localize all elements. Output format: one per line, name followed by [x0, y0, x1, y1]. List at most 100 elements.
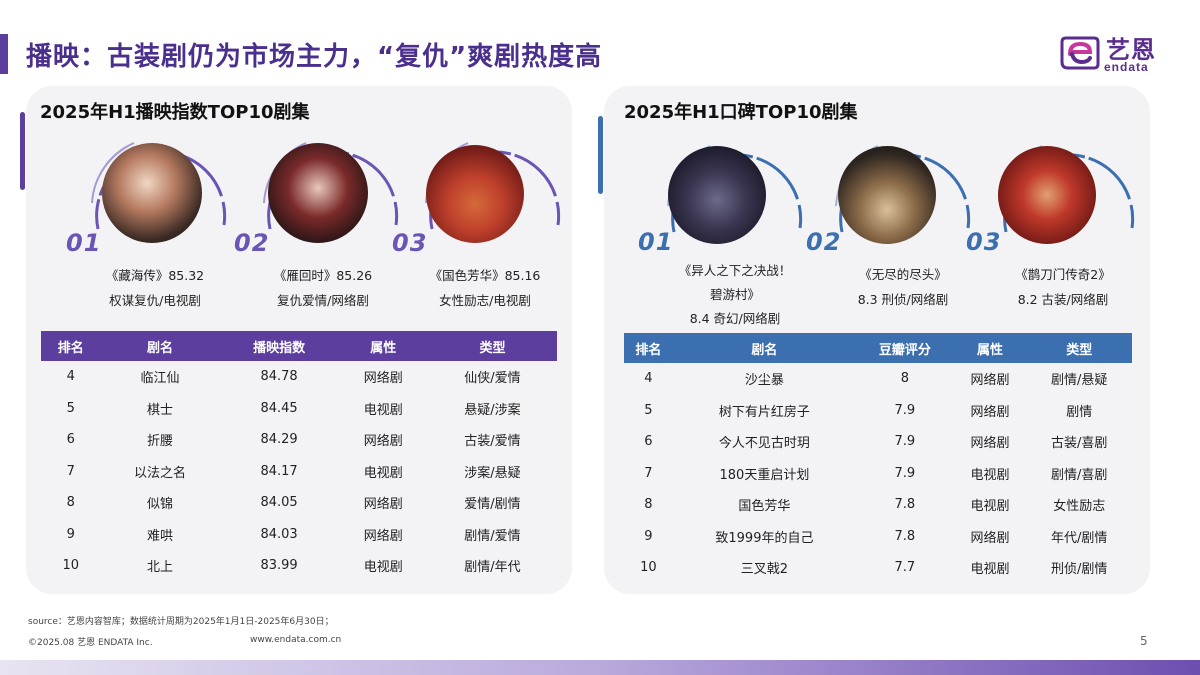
- table-row: 6 今人不见古时玥 7.9 网络剧 古装/喜剧: [624, 426, 1132, 458]
- show-genre: 复仇爱情/网络剧: [277, 293, 369, 308]
- footer-url[interactable]: www.endata.com.cn: [250, 635, 342, 645]
- cell-genre: 刑侦/剧情: [1051, 562, 1108, 578]
- table-row: 9 致1999年的自己 7.8 网络剧 年代/剧情: [624, 521, 1132, 553]
- cell-title: 北上: [147, 560, 174, 576]
- cell-title: 似锦: [147, 497, 174, 513]
- poster-image: [268, 143, 368, 243]
- left-top-card-3: 03 《国色芳华》85.16 女性励志/电视剧: [392, 133, 588, 308]
- col-header: 类型: [1026, 333, 1132, 363]
- cell-score: 7.9: [894, 434, 916, 450]
- poster-image: [998, 146, 1096, 244]
- show-title-score: 《藏海传》85.32: [105, 268, 205, 283]
- logo-en-text: endata: [1104, 60, 1149, 74]
- table-header-row: 排名 剧名 播映指数 属性 类型: [41, 331, 557, 361]
- show-genre: 女性励志/电视剧: [439, 293, 531, 308]
- cell-score: 7.9: [894, 465, 916, 481]
- cell-rank: 10: [62, 558, 80, 574]
- cell-rank: 5: [66, 400, 75, 416]
- cell-title: 今人不见古时玥: [718, 436, 810, 452]
- right-ranking-table: 排名 剧名 豆瓣评分 属性 类型 4 沙尘暴 8 网络剧 剧情/悬疑 5 树下有…: [624, 333, 1132, 584]
- cell-score: 7.7: [894, 560, 916, 576]
- table-header-row: 排名 剧名 豆瓣评分 属性 类型: [624, 333, 1132, 363]
- rank-number: 02: [234, 229, 270, 257]
- rank-number: 03: [966, 228, 1002, 256]
- cell-score: 7.9: [894, 402, 916, 418]
- cell-rank: 5: [644, 402, 653, 418]
- cell-genre: 女性励志: [1053, 499, 1106, 515]
- cell-type: 电视剧: [970, 562, 1010, 578]
- cell-title: 致1999年的自己: [715, 530, 814, 546]
- cell-type: 网络剧: [970, 373, 1010, 389]
- rank-number: 01: [66, 229, 102, 257]
- table-row: 4 沙尘暴 8 网络剧 剧情/悬疑: [624, 363, 1132, 395]
- cell-title: 棋士: [147, 402, 174, 418]
- table-row: 7 以法之名 84.17 电视剧 涉案/悬疑: [41, 456, 557, 488]
- cell-rank: 7: [66, 463, 75, 479]
- table-row: 4 临江仙 84.78 网络剧 仙侠/爱情: [41, 361, 557, 393]
- cell-genre: 仙侠/爱情: [464, 371, 521, 387]
- endata-logo-icon: [1060, 36, 1100, 70]
- table-row: 8 国色芳华 7.8 电视剧 女性励志: [624, 489, 1132, 521]
- right-top-card-2: 02 《无尽的尽头》 8.3 刑侦/网络剧: [806, 136, 998, 311]
- cell-type: 电视剧: [970, 467, 1010, 483]
- table-row: 5 棋士 84.45 电视剧 悬疑/涉案: [41, 393, 557, 425]
- footer-copyright: ©2025.08 艺恩 ENDATA Inc.: [28, 638, 153, 648]
- cell-genre: 年代/剧情: [1051, 530, 1108, 546]
- rank-number: 01: [638, 228, 674, 256]
- cell-title: 国色芳华: [738, 499, 791, 515]
- cell-score: 84.03: [260, 526, 298, 542]
- show-score-genre: 8.4 奇幻/网络剧: [689, 311, 781, 326]
- cell-rank: 10: [640, 560, 657, 576]
- cell-title: 180天重启计划: [719, 467, 810, 483]
- cell-score: 84.29: [260, 432, 298, 448]
- footer-source: source：艺恩内容智库；数据统计周期为2025年1月1日-2025年6月30…: [28, 617, 334, 627]
- endata-logo: 艺恩 endata: [1058, 28, 1188, 76]
- col-header: 排名: [41, 331, 101, 361]
- cell-rank: 8: [66, 495, 75, 511]
- right-top-card-3: 03 《鹊刀门传奇2》 8.2 古装/网络剧: [966, 136, 1162, 311]
- cell-score: 84.78: [260, 369, 298, 385]
- cell-type: 网络剧: [970, 436, 1010, 452]
- cell-rank: 8: [644, 497, 653, 513]
- show-title: 《鹊刀门传奇2》: [1015, 267, 1111, 282]
- right-section-title: 2025年H1口碑TOP10剧集: [624, 102, 858, 123]
- left-ranking-table: 排名 剧名 播映指数 属性 类型 4 临江仙 84.78 网络剧 仙侠/爱情 5…: [41, 331, 557, 582]
- right-accent-bar: [598, 116, 603, 194]
- poster-image: [668, 146, 766, 244]
- cell-score: 84.17: [260, 463, 298, 479]
- cell-type: 电视剧: [363, 560, 403, 576]
- cell-score: 7.8: [894, 528, 916, 544]
- cell-title: 难哄: [147, 528, 174, 544]
- table-row: 10 三叉戟2 7.7 电视剧 刑侦/剧情: [624, 552, 1132, 584]
- cell-type: 网络剧: [363, 528, 403, 544]
- bottom-decorative-band: [0, 660, 1200, 675]
- logo-cn-text: 艺恩: [1106, 36, 1156, 64]
- page-title: 播映：古装剧仍为市场主力，“复仇”爽剧热度高: [26, 42, 603, 72]
- col-header: 类型: [427, 331, 557, 361]
- cell-type: 电视剧: [363, 465, 403, 481]
- poster-image: [426, 145, 524, 243]
- table-row: 10 北上 83.99 电视剧 剧情/年代: [41, 550, 557, 582]
- cell-title: 临江仙: [140, 371, 180, 387]
- col-header: 剧名: [672, 333, 857, 363]
- show-title-score: 《雁回时》85.26: [273, 268, 373, 283]
- col-header: 豆瓣评分: [856, 333, 954, 363]
- cell-type: 网络剧: [970, 404, 1010, 420]
- cell-rank: 4: [66, 369, 75, 385]
- table-row: 7 180天重启计划 7.9 电视剧 剧情/喜剧: [624, 458, 1132, 490]
- cell-score: 7.8: [894, 497, 916, 513]
- cell-genre: 剧情/爱情: [464, 528, 521, 544]
- col-header: 属性: [953, 333, 1027, 363]
- cell-type: 网络剧: [970, 530, 1010, 546]
- cell-type: 网络剧: [363, 497, 403, 513]
- cell-rank: 4: [644, 371, 653, 387]
- cell-title: 沙尘暴: [744, 373, 784, 389]
- rank-number: 03: [392, 229, 428, 257]
- cell-score: 84.45: [260, 400, 298, 416]
- left-top-card-2: 02 《雁回时》85.26 复仇爱情/网络剧: [234, 133, 426, 308]
- table-row: 9 难哄 84.03 网络剧 剧情/爱情: [41, 519, 557, 551]
- cell-genre: 古装/爱情: [464, 434, 521, 450]
- cell-type: 网络剧: [363, 434, 403, 450]
- col-header: 剧名: [100, 331, 220, 361]
- col-header: 排名: [624, 333, 673, 363]
